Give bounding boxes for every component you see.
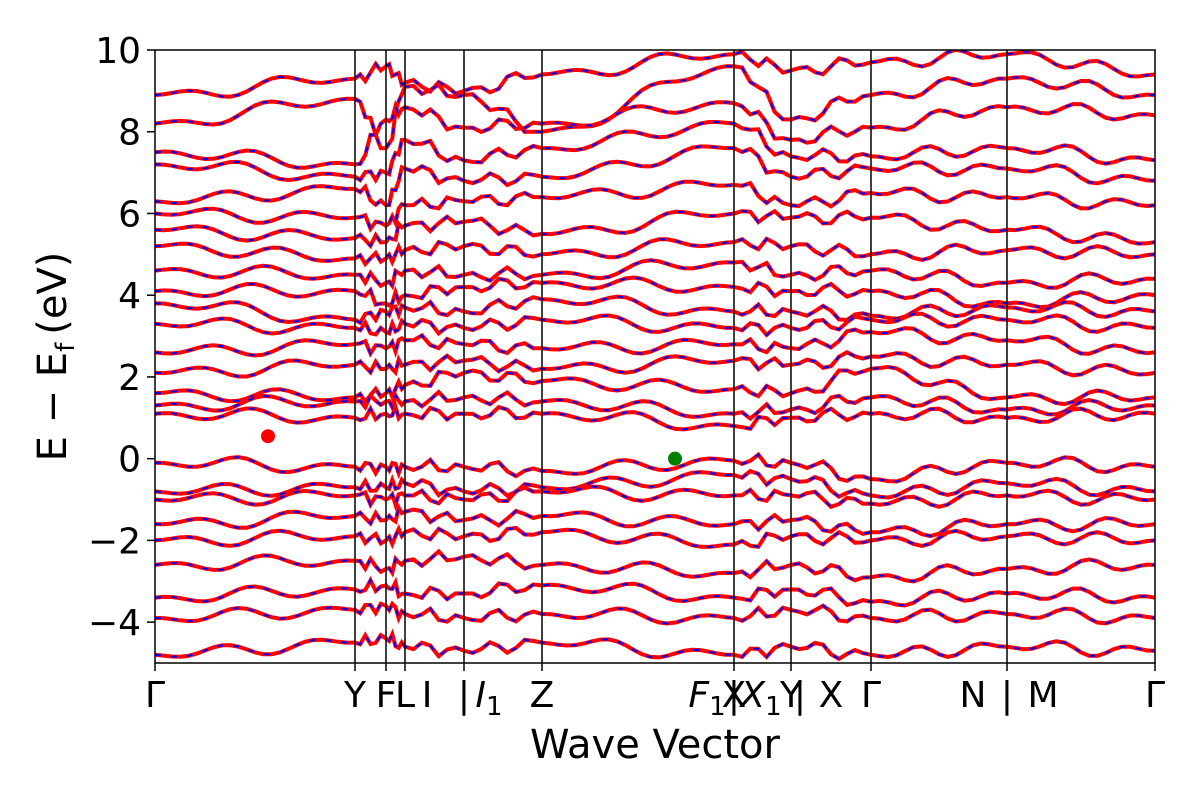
band-line-blue-dashed bbox=[155, 631, 1155, 661]
band-line-red bbox=[155, 120, 1155, 184]
high-symmetry-lines bbox=[354, 50, 1008, 663]
band-line-red bbox=[155, 50, 1155, 99]
band-line-red bbox=[155, 548, 1155, 584]
band-line-blue-dashed bbox=[155, 276, 1155, 309]
band-line-blue-dashed bbox=[155, 180, 1155, 231]
x-tick-label: | bbox=[728, 675, 740, 716]
band-line-red bbox=[155, 311, 1155, 338]
band-line-blue-dashed bbox=[155, 259, 1155, 289]
x-tick-label: | bbox=[794, 675, 806, 716]
band-line-blue-dashed bbox=[155, 403, 1155, 431]
band-line-blue-dashed bbox=[155, 145, 1155, 207]
x-tick-label: M bbox=[1027, 675, 1058, 716]
y-axis-label-sub: f bbox=[51, 342, 81, 352]
x-tick-label: Y bbox=[779, 675, 803, 716]
x-axis-label: Wave Vector bbox=[530, 722, 781, 768]
x-tick-label: I1 bbox=[475, 675, 502, 722]
x-tick-label: F bbox=[376, 675, 397, 716]
x-tick-label: | bbox=[1001, 675, 1013, 716]
band-line-blue-dashed bbox=[155, 365, 1155, 406]
extrema-markers bbox=[261, 429, 682, 466]
band-line-blue-dashed bbox=[155, 50, 1155, 98]
x-tick-label: L bbox=[395, 675, 415, 716]
x-tick-label: | bbox=[458, 675, 470, 716]
x-tick-label: Γ bbox=[1145, 675, 1165, 716]
y-tick-label: 8 bbox=[118, 113, 141, 154]
y-axis-label-main: E − E bbox=[30, 352, 76, 462]
y-tick-label: −2 bbox=[88, 521, 141, 562]
band-line-blue-dashed bbox=[155, 237, 1155, 266]
x-axis-ticks: Γ Y FL I | I1 Z F1 | X1X Y| X Γ N | M Γ bbox=[145, 663, 1165, 722]
band-line-blue-dashed bbox=[155, 390, 1155, 420]
band-line-blue-dashed bbox=[155, 327, 1155, 357]
band-line-red bbox=[155, 364, 1155, 407]
band-line-blue-dashed bbox=[155, 312, 1155, 337]
band-line-blue-dashed bbox=[155, 295, 1155, 325]
x-tick-label: X bbox=[722, 675, 747, 716]
x-tick-label: X bbox=[819, 675, 844, 716]
plot-frame bbox=[154, 49, 1156, 664]
y-tick-label: 0 bbox=[118, 440, 141, 481]
band-line-blue-dashed bbox=[155, 505, 1155, 538]
x-tick-label: X1 bbox=[738, 675, 781, 722]
band-line-red bbox=[155, 523, 1155, 550]
band-line-blue-dashed bbox=[155, 485, 1155, 509]
x-tick-label: F1 bbox=[688, 675, 725, 722]
x-tick-label: Γ bbox=[861, 675, 881, 716]
band-line-blue-dashed bbox=[155, 469, 1155, 499]
y-tick-label: 2 bbox=[118, 358, 141, 399]
y-axis-label-unit: (eV) bbox=[30, 252, 76, 335]
band-line-red bbox=[155, 484, 1155, 512]
band-line-red bbox=[155, 628, 1155, 662]
x-tick-label: Y bbox=[343, 675, 367, 716]
extremum-marker bbox=[668, 451, 682, 466]
band-line-blue-dashed bbox=[155, 453, 1155, 483]
band-line-blue-dashed bbox=[155, 578, 1155, 607]
y-axis-label: E − Ef (eV) bbox=[30, 252, 81, 462]
band-line-blue-dashed bbox=[155, 121, 1155, 182]
y-tick-label: 6 bbox=[118, 194, 141, 235]
band-line-blue-dashed bbox=[155, 65, 1155, 150]
band-line-blue-dashed bbox=[155, 101, 1155, 169]
band-line-blue-dashed bbox=[155, 209, 1155, 248]
extremum-marker bbox=[261, 429, 275, 444]
band-line-red bbox=[155, 468, 1155, 500]
x-tick-label: Z bbox=[530, 675, 555, 716]
band-line-blue-dashed bbox=[155, 550, 1155, 583]
x-tick-label: Γ bbox=[145, 675, 165, 716]
x-tick-label: I bbox=[422, 675, 433, 716]
band-line-blue-dashed bbox=[155, 351, 1155, 378]
y-tick-label: −4 bbox=[88, 603, 141, 644]
band-line-blue-dashed bbox=[155, 526, 1155, 548]
y-tick-label: 4 bbox=[118, 276, 141, 317]
y-tick-label: 10 bbox=[95, 31, 141, 72]
band-line-blue-dashed bbox=[155, 602, 1155, 625]
band-line-red bbox=[155, 451, 1155, 484]
x-tick-label: N bbox=[960, 675, 987, 716]
band-lines bbox=[155, 50, 1155, 662]
band-line-red bbox=[155, 600, 1155, 626]
y-axis-ticks: 10 8 6 4 2 0 −2 −4 bbox=[88, 31, 155, 644]
